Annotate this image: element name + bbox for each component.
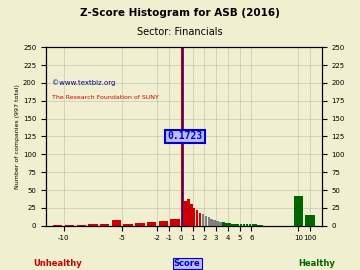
- Bar: [184, 201, 186, 226]
- Bar: [100, 224, 109, 226]
- Bar: [222, 222, 225, 226]
- Bar: [294, 196, 303, 226]
- Bar: [211, 219, 213, 226]
- Bar: [135, 223, 145, 226]
- Bar: [213, 220, 216, 226]
- Text: Healthy: Healthy: [298, 259, 335, 268]
- Bar: [260, 225, 263, 226]
- Bar: [228, 223, 231, 226]
- Bar: [112, 220, 121, 226]
- Bar: [234, 224, 237, 226]
- Bar: [170, 219, 180, 226]
- Text: Z-Score Histogram for ASB (2016): Z-Score Histogram for ASB (2016): [80, 8, 280, 18]
- Bar: [159, 221, 168, 226]
- Bar: [240, 224, 242, 226]
- Bar: [123, 224, 133, 226]
- Bar: [207, 217, 210, 226]
- Text: ©www.textbiz.org: ©www.textbiz.org: [51, 79, 115, 86]
- Bar: [216, 221, 219, 226]
- Bar: [257, 225, 260, 226]
- Bar: [77, 225, 86, 226]
- Bar: [196, 210, 198, 226]
- Bar: [65, 225, 74, 226]
- Bar: [255, 224, 257, 226]
- Bar: [249, 224, 251, 226]
- Bar: [187, 199, 190, 226]
- Text: The Research Foundation of SUNY: The Research Foundation of SUNY: [51, 95, 158, 100]
- Bar: [237, 224, 239, 226]
- Bar: [252, 224, 254, 226]
- Bar: [181, 47, 184, 226]
- Bar: [246, 224, 248, 226]
- Bar: [202, 214, 204, 226]
- Text: Sector: Financials: Sector: Financials: [137, 27, 223, 37]
- Y-axis label: Number of companies (997 total): Number of companies (997 total): [15, 84, 20, 189]
- Text: Unhealthy: Unhealthy: [33, 259, 82, 268]
- Bar: [243, 224, 245, 226]
- Bar: [231, 224, 234, 226]
- Bar: [204, 216, 207, 226]
- Bar: [190, 204, 193, 226]
- Bar: [88, 224, 98, 226]
- Bar: [53, 225, 62, 226]
- Bar: [182, 47, 183, 226]
- Bar: [193, 208, 195, 226]
- Bar: [305, 215, 315, 226]
- Text: Score: Score: [174, 259, 201, 268]
- Bar: [147, 222, 156, 226]
- Bar: [225, 223, 228, 226]
- Bar: [219, 222, 222, 226]
- Text: 0.1723: 0.1723: [167, 131, 203, 141]
- Bar: [199, 213, 201, 226]
